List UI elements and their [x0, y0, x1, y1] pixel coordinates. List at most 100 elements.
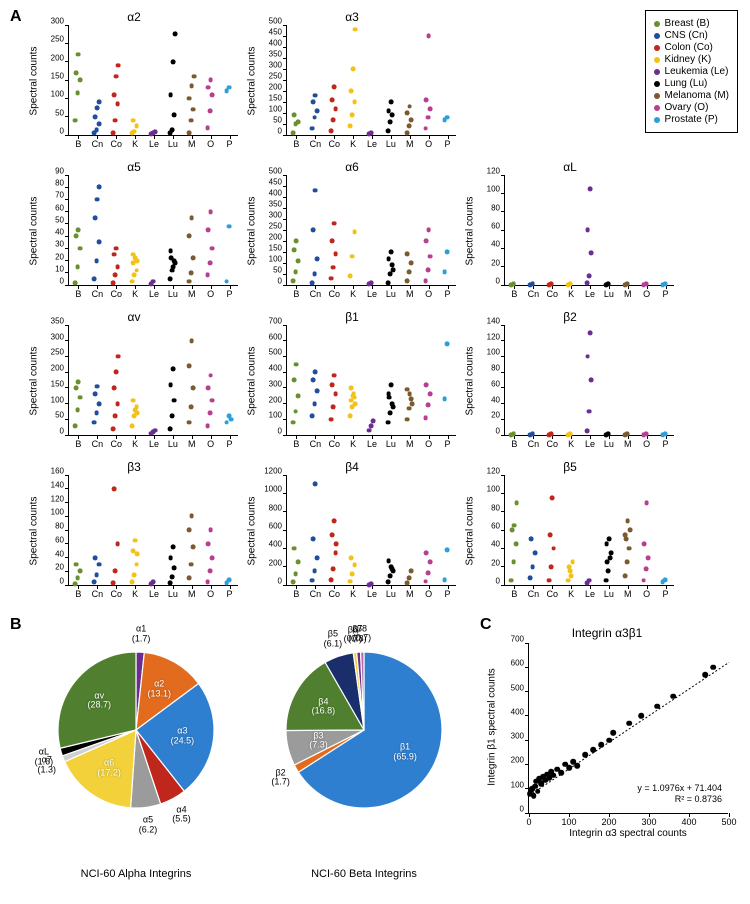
data-point	[226, 224, 231, 229]
ytick-label: 350	[269, 200, 287, 209]
ytick-label: 40	[55, 228, 69, 237]
xtick-label: Lu	[386, 435, 396, 449]
xtick-label: Cn	[92, 435, 104, 449]
data-point	[587, 409, 592, 414]
data-point	[605, 560, 610, 565]
data-point	[73, 280, 78, 285]
ytick-label: 160	[51, 467, 69, 476]
pie-caption: NCI-60 Beta Integrins	[252, 868, 476, 880]
data-point	[295, 258, 300, 263]
plot-area: 020406080100120140BCnCoKLeLuMOP	[504, 326, 674, 436]
data-point	[115, 401, 120, 406]
data-point	[74, 70, 79, 75]
data-point	[74, 385, 79, 390]
xtick-label: Le	[585, 585, 595, 599]
data-point	[643, 282, 648, 287]
data-point	[314, 555, 319, 560]
ytick-label: 300	[269, 61, 287, 70]
ytick-label: 120	[487, 167, 505, 176]
data-point	[170, 59, 175, 64]
data-point	[405, 252, 410, 257]
data-point	[205, 273, 210, 278]
xtick-label: Le	[149, 135, 159, 149]
ytick-label: 0	[278, 277, 287, 286]
data-point	[386, 108, 391, 113]
data-point	[191, 545, 196, 550]
data-point	[348, 414, 353, 419]
data-point	[625, 432, 630, 437]
ytick-label: 20	[491, 411, 505, 420]
ytick-label: 450	[269, 178, 287, 187]
data-point	[111, 426, 116, 431]
data-point	[210, 398, 215, 403]
data-point	[444, 341, 449, 346]
data-point	[114, 370, 119, 375]
data-point	[529, 537, 534, 542]
data-point	[329, 276, 334, 281]
y-axis-label: Spectral counts	[29, 197, 40, 266]
plot-area: 020406080100120BCnCoKLeLuMOP	[504, 476, 674, 586]
ytick-label: 80	[491, 503, 505, 512]
data-point	[568, 432, 573, 437]
data-point	[551, 546, 556, 551]
data-point	[606, 432, 611, 437]
xtick-label: P	[227, 585, 233, 599]
ytick-label: 400	[269, 189, 287, 198]
plot-area: 050100150200250300350BCnCoKLeLuMOP	[68, 326, 238, 436]
panel-c-label: C	[480, 616, 492, 634]
data-point	[95, 105, 100, 110]
ytick-label: 600	[511, 659, 529, 668]
ytick-label: 140	[51, 480, 69, 489]
data-point	[189, 404, 194, 409]
data-point	[187, 363, 192, 368]
data-point	[135, 552, 140, 557]
data-point	[96, 240, 101, 245]
data-point	[603, 578, 608, 583]
data-point	[348, 89, 353, 94]
xtick-label: 200	[601, 813, 616, 827]
data-point	[74, 562, 79, 567]
data-point	[404, 278, 409, 283]
xtick-label: P	[445, 435, 451, 449]
data-point	[130, 423, 135, 428]
data-point	[75, 90, 80, 95]
data-point	[206, 228, 211, 233]
xtick-label: Lu	[168, 585, 178, 599]
data-point	[111, 486, 116, 491]
data-point	[189, 215, 194, 220]
ytick-label: 400	[511, 707, 529, 716]
data-point	[95, 384, 100, 389]
data-point	[111, 385, 116, 390]
xtick-label: 100	[561, 813, 576, 827]
data-point	[170, 367, 175, 372]
data-point	[369, 423, 374, 428]
data-point	[391, 404, 396, 409]
data-point	[187, 96, 192, 101]
data-point	[113, 273, 118, 278]
xtick-label: Le	[149, 285, 159, 299]
data-point	[93, 114, 98, 119]
data-point	[662, 282, 667, 287]
xtick-label: Le	[367, 135, 377, 149]
scatter-cell: α2Spectral counts050100150200250300BCnCo…	[30, 10, 238, 154]
ytick-label: 100	[51, 508, 69, 517]
data-point	[425, 115, 430, 120]
data-point	[313, 188, 318, 193]
data-point	[314, 108, 319, 113]
y-axis-label: Spectral counts	[465, 347, 476, 416]
plot-area: 020406080100120140160BCnCoKLeLuMOP	[68, 476, 238, 586]
data-point	[350, 254, 355, 259]
ytick-label: 300	[269, 211, 287, 220]
xtick-label: Co	[110, 135, 122, 149]
data-point	[226, 577, 231, 582]
data-point	[409, 117, 414, 122]
xtick-label: Le	[367, 435, 377, 449]
data-point	[94, 572, 99, 577]
xtick-label: Co	[328, 585, 340, 599]
data-point	[76, 52, 81, 57]
data-point	[310, 414, 315, 419]
data-point	[210, 92, 215, 97]
data-point	[423, 415, 428, 420]
data-point	[205, 423, 210, 428]
data-point	[210, 555, 215, 560]
